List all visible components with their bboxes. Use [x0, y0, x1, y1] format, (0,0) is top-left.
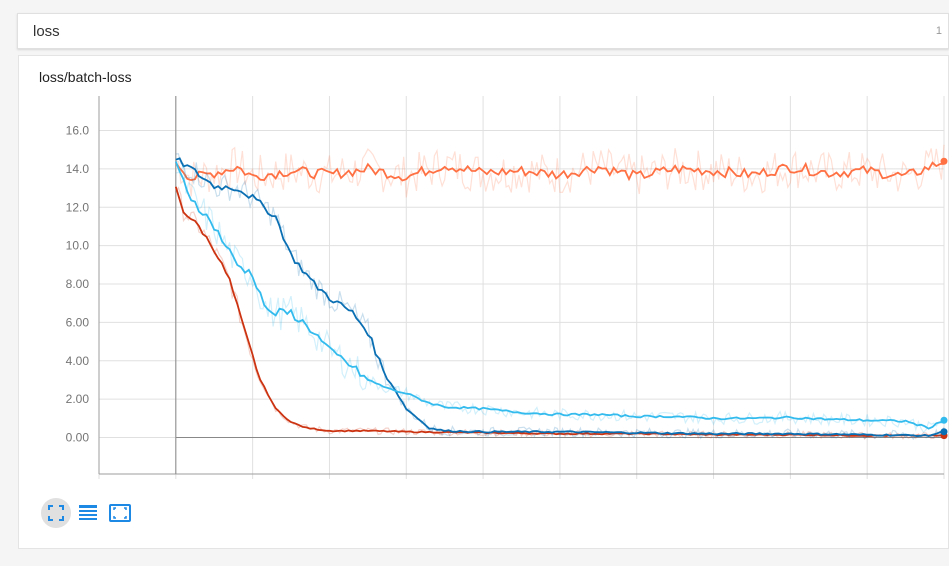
y-tick-label: 4.00	[66, 354, 90, 368]
y-tick-label: 16.0	[66, 124, 90, 138]
expand-button[interactable]	[41, 498, 71, 528]
chart-card: loss/batch-loss 16.0 14.0 12.0 10.0 8.00 6.00…	[18, 55, 949, 549]
series-end-point	[940, 428, 948, 436]
series-end-point	[940, 157, 948, 165]
y-tick-label: 12.0	[66, 200, 90, 214]
series-end-point	[940, 416, 948, 424]
series-raw-line	[175, 144, 945, 198]
y-tick-label: 8.00	[66, 277, 90, 291]
data-table-button[interactable]	[73, 498, 103, 528]
section-count: 1	[935, 25, 942, 37]
series-raw-line	[175, 153, 945, 440]
series-line	[175, 157, 945, 438]
section-header[interactable]: loss 1	[17, 13, 949, 49]
chart-title: loss/batch-loss	[39, 69, 132, 85]
fit-domain-icon	[109, 504, 131, 522]
series-line	[174, 161, 945, 430]
fit-domain-button[interactable]	[105, 498, 135, 528]
y-tick-label: 10.0	[66, 239, 90, 253]
y-tick-label: 0.00	[66, 431, 90, 445]
y-tick-label: 2.00	[66, 392, 90, 406]
line-chart[interactable]: 16.0 14.0 12.0 10.0 8.00 6.00 4.00 2.00 0.00	[19, 56, 949, 486]
expand-icon	[48, 505, 64, 521]
series-raw-line	[175, 164, 945, 434]
section-title: loss	[33, 23, 60, 40]
y-tick-label: 14.0	[66, 162, 90, 176]
y-tick-label: 6.00	[66, 315, 90, 329]
series-line	[175, 161, 945, 182]
data-table-icon	[79, 505, 97, 520]
series-line	[174, 186, 945, 438]
